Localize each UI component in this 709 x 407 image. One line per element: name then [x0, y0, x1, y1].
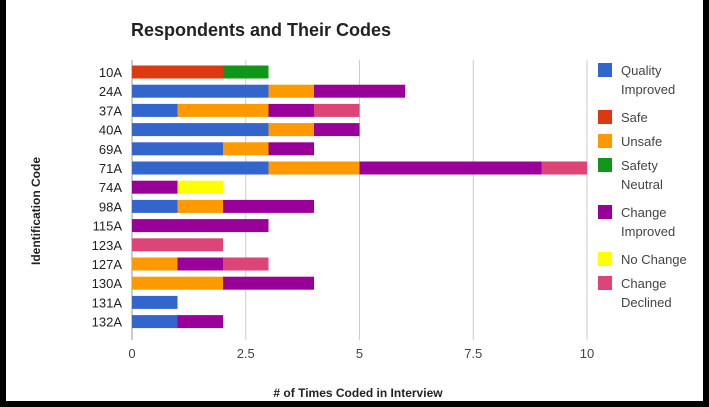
bar-segment [177, 257, 223, 271]
bar-segment [132, 238, 223, 252]
y-tick-label: 71A [99, 161, 122, 176]
bar-segment [177, 103, 269, 117]
y-tick-label: 123A [92, 238, 123, 253]
legend-swatch [598, 276, 612, 290]
x-axis-title: # of Times Coded in Interview [273, 386, 443, 400]
frame-border-bottom [0, 401, 709, 407]
bar-segment [132, 219, 269, 233]
legend-swatch [598, 158, 612, 172]
bar-segment [132, 180, 178, 194]
legend-swatch [598, 134, 612, 148]
x-tick-labels: 0 2.5 5 7.5 10 [128, 346, 594, 361]
bar-segment [223, 276, 314, 290]
legend-label: Neutral [621, 177, 663, 192]
y-tick-label: 131A [92, 295, 123, 310]
legend-label: Declined [621, 295, 672, 310]
y-axis-title: Identification Code [29, 157, 43, 265]
frame-border-right [703, 0, 709, 407]
bar-segment [132, 295, 178, 309]
bar-segment [132, 65, 223, 79]
bar-segment [132, 103, 178, 117]
bar-segment [132, 123, 269, 137]
bar-segment [132, 199, 178, 213]
legend-swatch [598, 63, 612, 77]
y-tick-labels: 10A 24A 37A 40A 69A 71A 74A 98A 115A 123A 127A 130A… [92, 65, 123, 330]
bar-segment [268, 123, 314, 137]
bar-segment [177, 315, 223, 329]
x-tick-label: 10 [580, 346, 594, 361]
bar-segment [223, 257, 269, 271]
legend-swatch [598, 252, 612, 266]
x-tick-label: 2.5 [237, 346, 255, 361]
frame-border-left [0, 0, 6, 407]
bar-segment [268, 161, 360, 175]
chart-title: Respondents and Their Codes [131, 20, 391, 40]
legend-swatch [598, 205, 612, 219]
y-tick-label: 69A [99, 142, 122, 157]
x-tick-label: 7.5 [464, 346, 482, 361]
bar-segment [314, 103, 360, 117]
bar-segment [223, 142, 269, 156]
bar-segment [132, 142, 223, 156]
bar-segment [132, 315, 178, 329]
bar-segment [268, 103, 314, 117]
y-tick-label: 127A [92, 257, 123, 272]
bar-segment [132, 257, 178, 271]
legend: Quality Improved Safe Unsafe Safety Neutral Ch… [598, 63, 687, 310]
legend-swatch [598, 110, 612, 124]
bar-segment [177, 199, 223, 213]
bar-segment [314, 123, 360, 137]
y-tick-label: 40A [99, 123, 122, 138]
legend-label: No Change [621, 252, 687, 267]
legend-label: Improved [621, 82, 675, 97]
y-tick-label: 10A [99, 65, 122, 80]
bar-segment [223, 199, 314, 213]
y-tick-label: 98A [99, 199, 122, 214]
bar-segment [359, 161, 542, 175]
legend-label: Safe [621, 110, 648, 125]
y-tick-label: 24A [99, 84, 122, 99]
y-tick-label: 132A [92, 315, 123, 330]
bars [132, 65, 587, 329]
legend-label: Improved [621, 224, 675, 239]
legend-label: Safety [621, 158, 658, 173]
x-tick-label: 5 [356, 346, 363, 361]
bar-segment [314, 84, 405, 98]
bar-segment [177, 180, 223, 194]
bar-segment [132, 161, 269, 175]
legend-label: Change [621, 276, 667, 291]
legend-label: Quality [621, 63, 662, 78]
bar-segment [132, 84, 269, 98]
bar-segment [268, 84, 314, 98]
y-tick-label: 74A [99, 180, 122, 195]
y-tick-label: 130A [92, 276, 123, 291]
bar-segment [541, 161, 587, 175]
bar-segment [132, 276, 223, 290]
y-tick-label: 37A [99, 103, 122, 118]
legend-label: Unsafe [621, 134, 662, 149]
x-tick-label: 0 [128, 346, 135, 361]
y-tick-label: 115A [93, 219, 123, 234]
bar-segment [268, 142, 314, 156]
bar-segment [223, 65, 269, 79]
legend-label: Change [621, 205, 667, 220]
